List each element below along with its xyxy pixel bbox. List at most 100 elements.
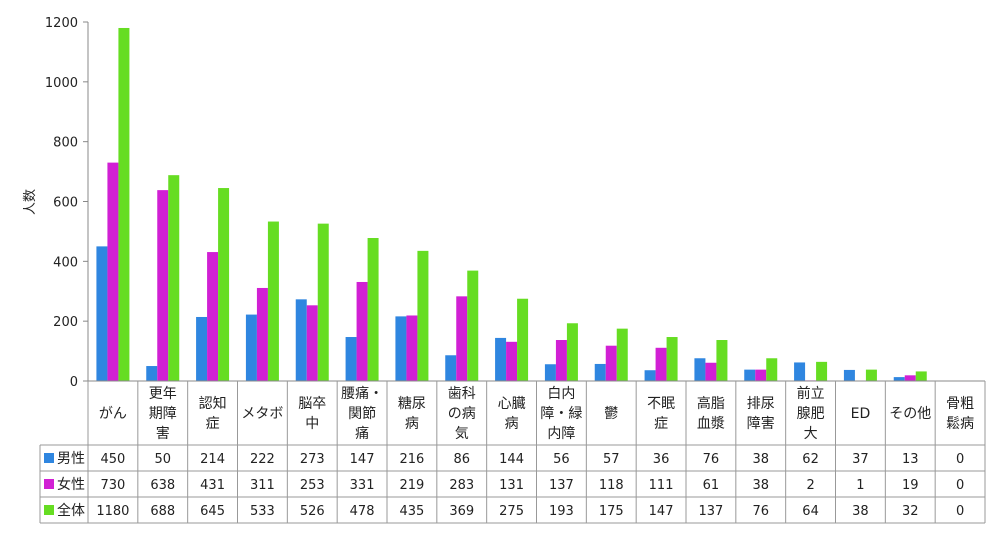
bar-男性-歯科の病気	[445, 355, 457, 381]
data-label-全体-腰痛・関節痛: 478	[350, 504, 375, 519]
data-label-男性-不眠症: 36	[653, 452, 670, 467]
y-tick-label: 1000	[45, 76, 78, 91]
x-tick-label-前立腺肥大: 前立腺肥大	[797, 385, 825, 442]
bar-男性-更年期障害	[146, 366, 158, 381]
bar-女性-不眠症	[655, 347, 667, 381]
bar-男性-メタボ	[245, 314, 257, 381]
bar-女性-心臓病	[506, 341, 518, 381]
bar-全体-排尿障害	[766, 358, 778, 381]
y-tick-label: 800	[53, 136, 78, 151]
x-tick-label-脳卒中: 脳卒中	[298, 396, 326, 432]
y-tick-label: 400	[53, 255, 78, 270]
bar-女性-認知症	[207, 252, 219, 381]
x-tick-label-心臓病: 心臓病	[498, 396, 526, 432]
x-tick-label-高脂血漿: 高脂血漿	[697, 395, 725, 432]
bar-全体-その他	[915, 371, 927, 381]
x-tick-label-白内障・緑内障: 白内障・緑内障	[540, 386, 582, 442]
bar-女性-その他	[904, 375, 916, 381]
data-label-女性-骨粗鬆病: 0	[956, 478, 964, 493]
data-label-全体-ED: 38	[852, 504, 869, 519]
data-label-全体-更年期障害: 688	[150, 504, 175, 519]
data-label-男性-その他: 13	[902, 452, 919, 467]
bar-男性-がん	[96, 246, 108, 382]
data-label-全体-その他: 32	[902, 504, 919, 519]
legend-swatch-全体	[44, 505, 54, 515]
data-label-女性-その他: 19	[902, 478, 919, 493]
data-label-女性-がん: 730	[101, 478, 126, 493]
bar-全体-心臓病	[517, 298, 529, 381]
bar-女性-メタボ	[256, 287, 268, 381]
bar-男性-心臓病	[495, 337, 507, 381]
bar-女性-排尿障害	[755, 369, 767, 381]
bar-全体-糖尿病	[417, 250, 429, 381]
data-label-女性-心臓病: 131	[499, 478, 524, 493]
bar-全体-高脂血漿	[716, 340, 728, 381]
legend-swatch-女性	[44, 479, 54, 489]
data-label-女性-メタボ: 311	[250, 478, 275, 493]
bar-全体-白内障・緑内障	[566, 323, 578, 381]
y-tick-label: 1200	[45, 16, 78, 31]
data-label-女性-認知症: 431	[200, 478, 225, 493]
data-label-全体-心臓病: 275	[499, 504, 524, 519]
bar-全体-腰痛・関節痛	[367, 238, 379, 381]
bar-全体-歯科の病気	[467, 270, 479, 381]
data-label-女性-腰痛・関節痛: 331	[350, 478, 375, 493]
bar-全体-認知症	[218, 188, 230, 381]
bar-男性-ED	[843, 369, 855, 381]
x-tick-label-不眠症: 不眠症	[647, 396, 675, 432]
x-tick-label-鬱: 鬱	[604, 406, 618, 422]
data-label-女性-排尿障害: 38	[752, 478, 769, 493]
data-label-男性-メタボ: 222	[250, 452, 275, 467]
bar-全体-更年期障害	[168, 175, 180, 381]
bar-男性-白内障・緑内障	[544, 364, 556, 381]
bar-女性-腰痛・関節痛	[356, 281, 368, 381]
data-label-全体-前立腺肥大: 64	[802, 504, 819, 519]
data-label-男性-鬱: 57	[603, 452, 620, 467]
data-label-女性-前立腺肥大: 2	[806, 478, 814, 493]
bar-男性-不眠症	[644, 370, 656, 381]
bar-男性-鬱	[594, 363, 606, 381]
bar-全体-鬱	[616, 328, 628, 381]
bar-全体-不眠症	[666, 337, 678, 381]
data-label-全体-白内障・緑内障: 193	[549, 504, 574, 519]
data-label-男性-歯科の病気: 86	[453, 452, 470, 467]
data-label-男性-認知症: 214	[200, 452, 225, 467]
data-label-全体-骨粗鬆病: 0	[956, 504, 964, 519]
data-label-男性-前立腺肥大: 62	[802, 452, 819, 467]
bar-男性-認知症	[196, 316, 208, 381]
legend-label-男性: 男性	[57, 451, 85, 467]
bar-女性-高脂血漿	[705, 362, 717, 381]
bar-男性-腰痛・関節痛	[345, 337, 357, 381]
x-tick-label-腰痛・関節痛: 腰痛・関節痛	[341, 385, 383, 442]
data-label-全体-鬱: 175	[599, 504, 624, 519]
data-label-男性-高脂血漿: 76	[703, 452, 720, 467]
bar-全体-がん	[118, 27, 130, 381]
data-label-女性-不眠症: 111	[649, 478, 674, 493]
data-label-男性-腰痛・関節痛: 147	[350, 452, 375, 467]
bar-全体-ED	[865, 369, 877, 381]
data-label-全体-高脂血漿: 137	[699, 504, 724, 519]
data-label-全体-不眠症: 147	[649, 504, 674, 519]
data-label-女性-更年期障害: 638	[150, 478, 175, 493]
y-tick-label: 0	[70, 375, 78, 390]
data-label-女性-歯科の病気: 283	[449, 478, 474, 493]
x-tick-label-認知症: 認知症	[199, 395, 227, 432]
plot-area	[88, 27, 985, 382]
data-label-全体-排尿障害: 76	[752, 504, 769, 519]
data-label-男性-排尿障害: 38	[752, 452, 769, 467]
bar-女性-糖尿病	[406, 315, 418, 381]
y-tick-label: 600	[53, 196, 78, 211]
bar-女性-脳卒中	[306, 305, 318, 381]
bar-男性-その他	[893, 377, 905, 381]
bar-女性-がん	[107, 162, 119, 381]
data-label-男性-更年期障害: 50	[154, 452, 171, 467]
x-tick-label-更年期障害: 更年期障害	[149, 386, 177, 442]
data-label-女性-糖尿病: 219	[400, 478, 425, 493]
bar-全体-メタボ	[267, 221, 279, 381]
x-tick-label-歯科の病気: 歯科の病気	[448, 386, 476, 442]
data-label-女性-鬱: 118	[599, 478, 624, 493]
x-tick-label-がん: がん	[99, 406, 127, 422]
data-label-全体-メタボ: 533	[250, 504, 275, 519]
data-label-男性-白内障・緑内障: 56	[553, 452, 570, 467]
